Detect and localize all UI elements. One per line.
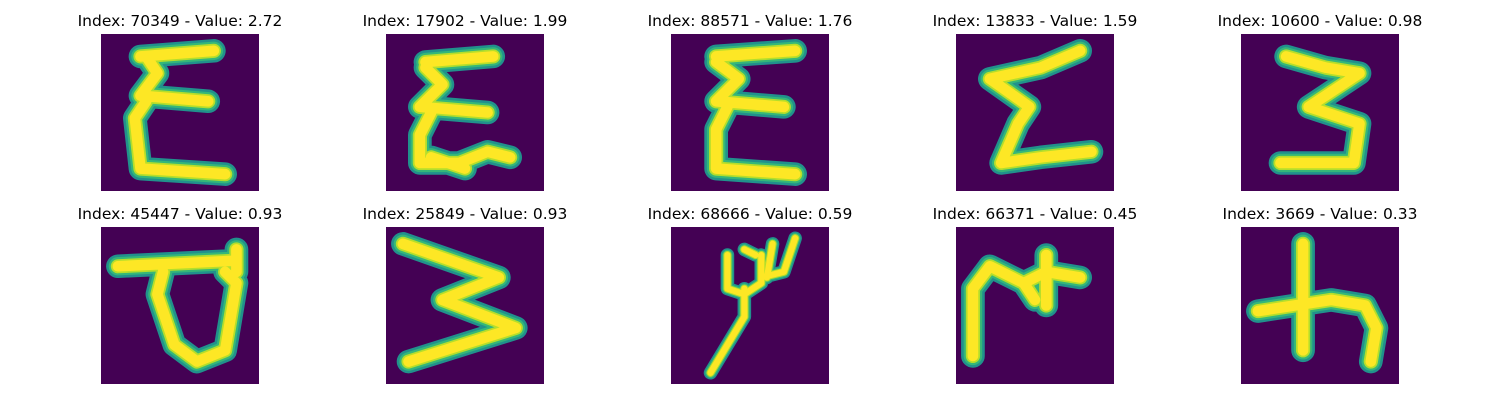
- three-like-character-glyph: [386, 227, 544, 384]
- panel-title: Index: 66371 - Value: 0.45: [920, 205, 1150, 223]
- trident-character-glyph: [671, 227, 829, 384]
- panel-7: Index: 25849 - Value: 0.93: [350, 205, 580, 385]
- panel-9: Index: 66371 - Value: 0.45: [920, 205, 1150, 385]
- panel-title: Index: 13833 - Value: 1.59: [920, 12, 1150, 30]
- branch-character-glyph: [956, 227, 1114, 384]
- character-image: [1241, 34, 1399, 191]
- sigma-like-character-glyph: [671, 34, 829, 191]
- panel-6: Index: 45447 - Value: 0.93: [65, 205, 295, 385]
- loop-character-glyph: [101, 227, 259, 384]
- panel-8: Index: 68666 - Value: 0.59: [635, 205, 865, 385]
- character-image: [1241, 227, 1399, 384]
- sigma-like-character-glyph: [101, 34, 259, 191]
- panel-2: Index: 17902 - Value: 1.99: [350, 12, 580, 192]
- panel-title: Index: 10600 - Value: 0.98: [1205, 12, 1435, 30]
- character-image: [671, 227, 829, 384]
- cross-character-glyph: [1241, 227, 1399, 384]
- character-image: [956, 34, 1114, 191]
- panel-title: Index: 17902 - Value: 1.99: [350, 12, 580, 30]
- panel-5: Index: 10600 - Value: 0.98: [1205, 12, 1435, 192]
- panel-title: Index: 25849 - Value: 0.93: [350, 205, 580, 223]
- panel-3: Index: 88571 - Value: 1.76: [635, 12, 865, 192]
- panel-4: Index: 13833 - Value: 1.59: [920, 12, 1150, 192]
- panel-1: Index: 70349 - Value: 2.72: [65, 12, 295, 192]
- three-like-character-glyph: [1241, 34, 1399, 191]
- sigma-like-character-glyph: [956, 34, 1114, 191]
- character-image: [101, 227, 259, 384]
- character-image: [386, 227, 544, 384]
- panel-title: Index: 45447 - Value: 0.93: [65, 205, 295, 223]
- panel-title: Index: 88571 - Value: 1.76: [635, 12, 865, 30]
- panel-title: Index: 70349 - Value: 2.72: [65, 12, 295, 30]
- panel-10: Index: 3669 - Value: 0.33: [1205, 205, 1435, 385]
- character-image: [386, 34, 544, 191]
- sigma-like-character-glyph: [386, 34, 544, 191]
- panel-title: Index: 3669 - Value: 0.33: [1205, 205, 1435, 223]
- character-image: [671, 34, 829, 191]
- character-image: [956, 227, 1114, 384]
- character-image: [101, 34, 259, 191]
- panel-title: Index: 68666 - Value: 0.59: [635, 205, 865, 223]
